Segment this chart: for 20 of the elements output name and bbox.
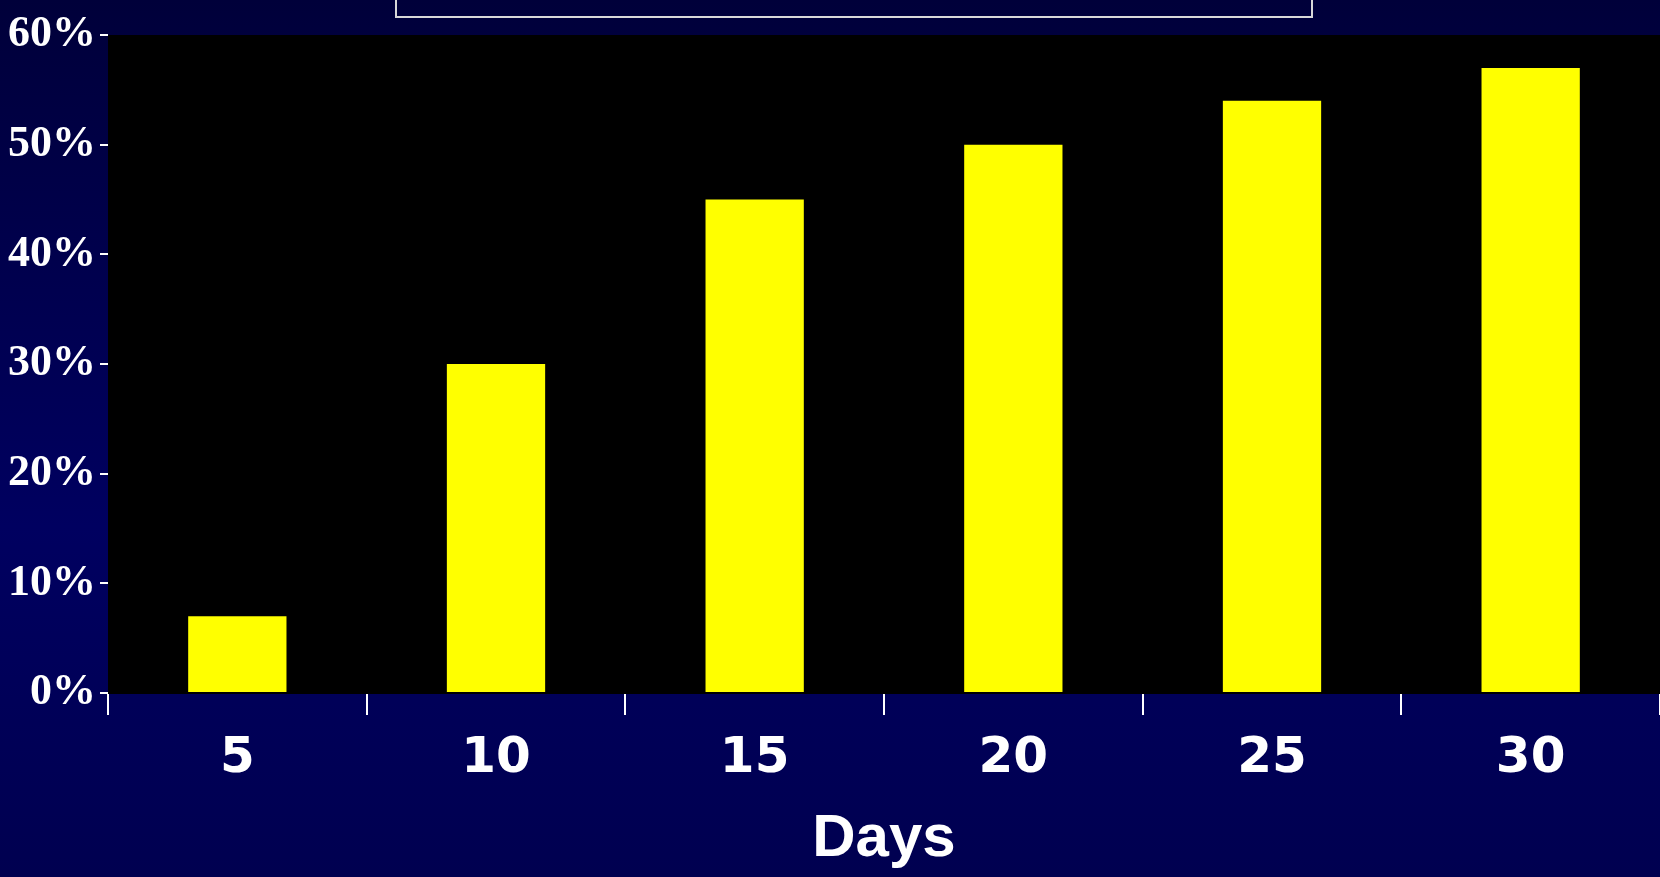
bar — [964, 144, 1063, 692]
x-tick-label: 15 — [719, 725, 790, 784]
x-tick-label: 5 — [219, 725, 255, 784]
y-tick-label: 10% — [8, 555, 96, 605]
y-tick-label: 20% — [8, 446, 96, 496]
bar — [1222, 100, 1322, 692]
x-tick-label: 30 — [1495, 725, 1566, 784]
y-tick-label: 50% — [8, 117, 96, 167]
bar — [1481, 67, 1580, 692]
bar — [705, 199, 804, 692]
x-tick-label: 25 — [1237, 725, 1307, 784]
y-tick-label: 30% — [8, 336, 96, 386]
bar — [188, 616, 287, 692]
x-axis-title: Days — [812, 801, 956, 869]
x-tick-label: 20 — [978, 725, 1049, 784]
y-tick-label: 40% — [8, 226, 96, 276]
bar — [446, 364, 546, 692]
y-tick-label: 60% — [8, 7, 96, 57]
y-tick-label: 0% — [30, 665, 96, 715]
x-tick-label: 10 — [461, 725, 531, 784]
